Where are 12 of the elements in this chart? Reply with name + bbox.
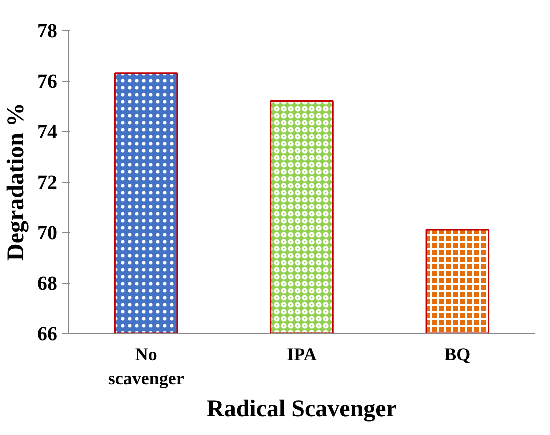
x-tick-label: IPA — [287, 344, 317, 364]
y-tick-label: 78 — [38, 20, 58, 42]
x-tick-label: No scavenger — [108, 344, 184, 388]
x-tick-label: BQ — [444, 344, 471, 364]
y-tick-label: 76 — [38, 71, 58, 93]
y-tick-label: 68 — [38, 273, 58, 295]
y-tick-label: 74 — [38, 122, 58, 144]
y-tick-label: 70 — [38, 222, 58, 244]
y-axis-title: Degradation % — [4, 102, 30, 261]
y-tick-label: 72 — [38, 172, 58, 194]
x-axis-title: Radical Scavenger — [207, 396, 398, 422]
y-tick-label: 66 — [38, 324, 58, 346]
